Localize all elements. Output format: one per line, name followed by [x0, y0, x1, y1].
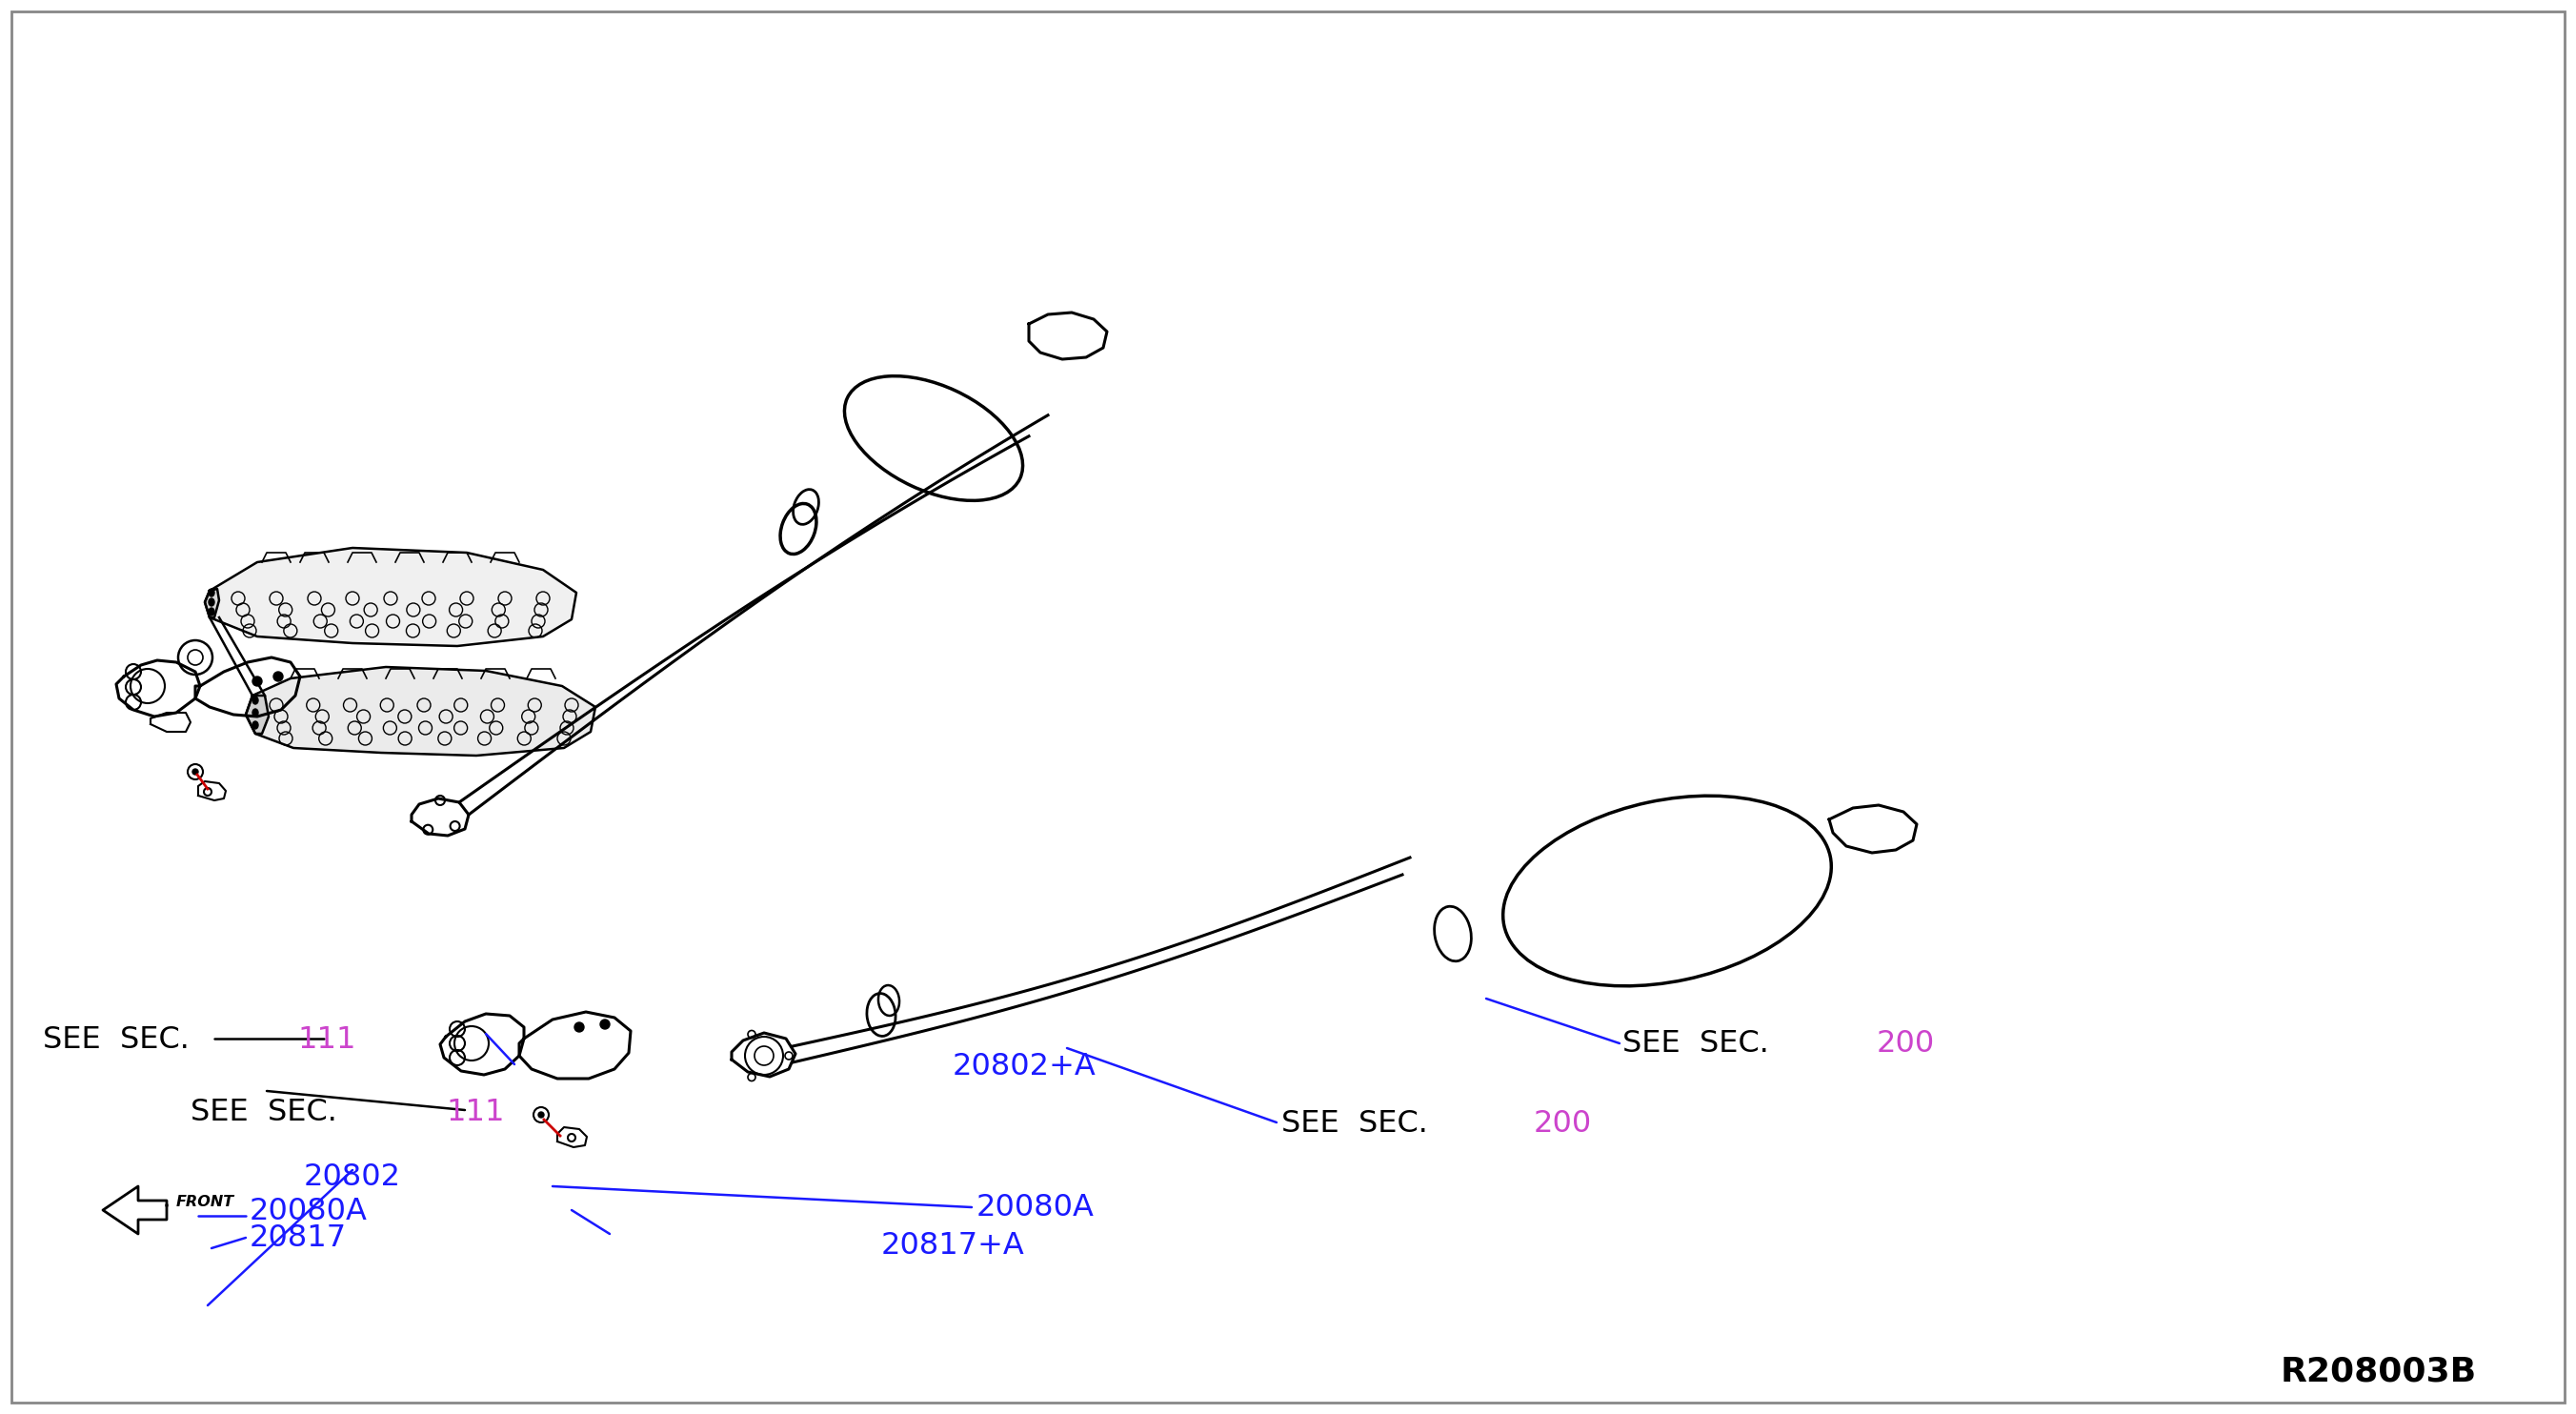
Polygon shape: [245, 696, 268, 734]
Text: 20080A: 20080A: [976, 1193, 1095, 1223]
Text: FRONT: FRONT: [175, 1195, 234, 1209]
Text: SEE  SEC.: SEE SEC.: [44, 1025, 191, 1055]
Text: 111: 111: [446, 1097, 505, 1127]
Circle shape: [273, 672, 283, 682]
Text: 20080A: 20080A: [250, 1198, 368, 1227]
Circle shape: [193, 769, 198, 775]
Polygon shape: [206, 547, 577, 646]
Text: 20802+A: 20802+A: [953, 1052, 1097, 1082]
Ellipse shape: [252, 721, 258, 728]
Text: 20817+A: 20817+A: [881, 1232, 1025, 1261]
Text: 200: 200: [1533, 1110, 1592, 1140]
Ellipse shape: [252, 708, 258, 717]
Circle shape: [600, 1019, 611, 1029]
Text: 20802: 20802: [304, 1162, 402, 1192]
Ellipse shape: [209, 598, 214, 607]
Ellipse shape: [252, 697, 258, 704]
Text: 20817: 20817: [250, 1223, 348, 1253]
Ellipse shape: [209, 608, 214, 615]
Polygon shape: [245, 667, 595, 755]
Polygon shape: [103, 1186, 167, 1234]
Text: SEE  SEC.: SEE SEC.: [191, 1097, 337, 1127]
Text: 200: 200: [1878, 1028, 1935, 1058]
Circle shape: [574, 1022, 585, 1032]
Ellipse shape: [209, 588, 214, 597]
Text: SEE  SEC.: SEE SEC.: [1623, 1028, 1770, 1058]
Circle shape: [538, 1111, 544, 1117]
Text: SEE  SEC.: SEE SEC.: [1280, 1110, 1427, 1140]
Polygon shape: [206, 588, 219, 618]
Text: R208003B: R208003B: [2280, 1356, 2478, 1389]
Circle shape: [252, 676, 263, 686]
Text: 111: 111: [296, 1025, 355, 1055]
